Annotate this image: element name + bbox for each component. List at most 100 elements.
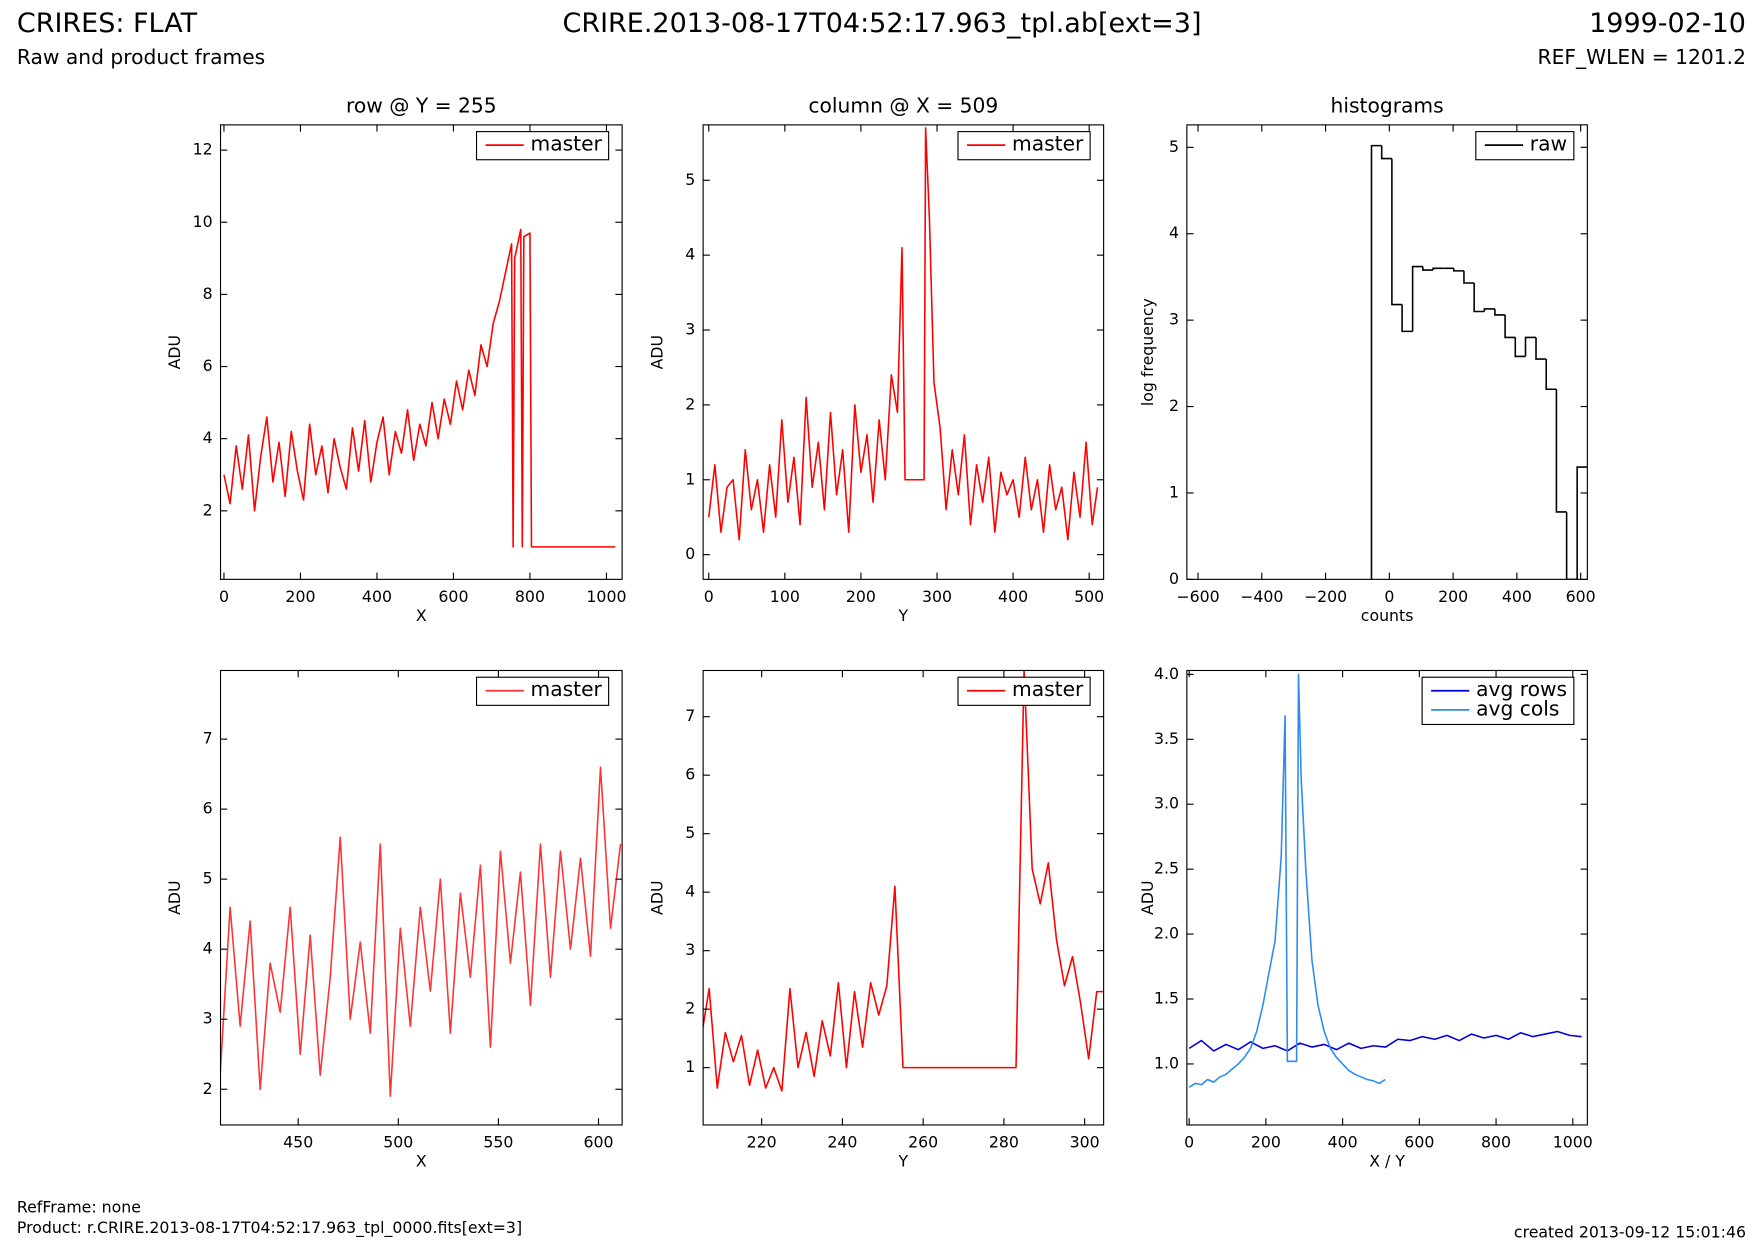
y-tick-label: 4 xyxy=(203,939,213,958)
y-axis-label: ADU xyxy=(165,881,184,915)
date: 1999-02-10 xyxy=(1589,8,1746,39)
legend: master xyxy=(475,676,610,706)
page-title: CRIRES: FLAT xyxy=(17,8,198,39)
panel-title: histograms xyxy=(1331,93,1444,117)
legend-label: master xyxy=(1012,677,1084,701)
y-tick-label: 2 xyxy=(685,394,695,413)
y-tick-label: 1 xyxy=(685,1057,695,1076)
x-tick-label: 300 xyxy=(922,587,952,606)
plot-area xyxy=(1370,144,1588,580)
x-tick-label: −600 xyxy=(1176,587,1219,606)
x-tick-label: 0 xyxy=(1184,1132,1194,1151)
histogram-step xyxy=(1483,308,1495,312)
x-tick-label: 200 xyxy=(846,587,876,606)
x-tick-label: 300 xyxy=(1070,1132,1100,1151)
y-axis-label: ADU xyxy=(648,335,667,369)
histogram-step xyxy=(1576,466,1588,580)
panel-frame xyxy=(1186,124,1588,580)
histogram-step xyxy=(1565,511,1578,580)
x-tick-label: 400 xyxy=(362,587,392,606)
histogram-step xyxy=(1452,268,1464,272)
panel-frame xyxy=(1186,669,1588,1126)
y-tick-label: 5 xyxy=(685,170,695,189)
legend-label: avg rows xyxy=(1476,677,1567,701)
y-tick-label: 3 xyxy=(1169,310,1179,329)
panel-title: column @ X = 509 xyxy=(808,93,998,117)
histogram-step xyxy=(1494,308,1506,316)
histogram-step xyxy=(1391,158,1403,306)
y-tick-label: 3 xyxy=(685,320,695,339)
plot-area xyxy=(707,127,1099,541)
x-tick-label: 200 xyxy=(1438,587,1468,606)
legend-box xyxy=(1421,676,1575,726)
y-tick-label: 4 xyxy=(1169,223,1179,242)
y-tick-label: 2.5 xyxy=(1154,859,1179,878)
y-tick-label: 4 xyxy=(685,882,695,901)
histogram-step xyxy=(1411,265,1423,332)
data-line xyxy=(1188,673,1386,1088)
legend-label: avg cols xyxy=(1476,696,1559,720)
y-tick-label: 2 xyxy=(1169,396,1179,415)
plot-area xyxy=(223,228,616,548)
x-tick-label: 600 xyxy=(583,1132,613,1151)
panel-frame xyxy=(219,124,623,580)
y-axis-label: ADU xyxy=(648,881,667,915)
y-axis-label: ADU xyxy=(1138,881,1157,915)
histogram-step xyxy=(1422,266,1434,271)
data-line xyxy=(703,670,1104,1092)
y-tick-label: 12 xyxy=(193,140,213,159)
y-tick-label: 8 xyxy=(203,284,213,303)
y-tick-label: 5 xyxy=(203,869,213,888)
legend-label: master xyxy=(531,132,603,156)
histogram-step xyxy=(1514,337,1526,358)
y-tick-label: 1 xyxy=(685,469,695,488)
x-tick-label: 0 xyxy=(1384,587,1394,606)
subtitle: Raw and product frames xyxy=(17,45,265,69)
x-tick-label: 400 xyxy=(998,587,1028,606)
y-tick-label: 1 xyxy=(1169,482,1179,501)
x-tick-label: −200 xyxy=(1304,587,1347,606)
created: created 2013-09-12 15:01:46 xyxy=(1514,1222,1746,1241)
panel-frame xyxy=(219,669,623,1126)
x-axis-label: X xyxy=(416,1152,427,1171)
data-line xyxy=(223,228,616,548)
y-tick-label: 0 xyxy=(685,544,695,563)
histogram-step xyxy=(1473,282,1485,313)
x-tick-label: 800 xyxy=(1481,1132,1511,1151)
x-tick-label: 280 xyxy=(989,1132,1019,1151)
y-tick-label: 2.0 xyxy=(1154,924,1179,943)
y-tick-label: 5 xyxy=(1169,137,1179,156)
y-tick-label: 2 xyxy=(203,1079,213,1098)
x-tick-label: 600 xyxy=(438,587,468,606)
y-tick-label: 1.5 xyxy=(1154,989,1179,1008)
data-line xyxy=(1188,1030,1582,1052)
x-axis-label: Y xyxy=(898,1152,909,1171)
y-tick-label: 5 xyxy=(685,823,695,842)
panel-frame xyxy=(702,124,1105,580)
y-tick-label: 10 xyxy=(193,212,213,231)
histogram-step xyxy=(1370,144,1382,580)
histogram-step xyxy=(1380,145,1392,160)
y-axis-label: ADU xyxy=(165,335,184,369)
y-tick-label: 6 xyxy=(203,799,213,818)
x-tick-label: 400 xyxy=(1328,1132,1358,1151)
y-tick-label: 6 xyxy=(203,356,213,375)
histogram-step xyxy=(1504,314,1516,339)
x-tick-label: 200 xyxy=(285,587,315,606)
x-tick-label: 500 xyxy=(383,1132,413,1151)
legend-label: master xyxy=(1012,132,1084,156)
histogram-step xyxy=(1524,336,1537,357)
x-tick-label: 400 xyxy=(1502,587,1532,606)
histogram-step xyxy=(1535,337,1547,360)
y-tick-label: 3.5 xyxy=(1154,729,1179,748)
legend: master xyxy=(475,131,610,161)
x-tick-label: 500 xyxy=(1074,587,1104,606)
y-tick-label: 7 xyxy=(203,729,213,748)
x-tick-label: 600 xyxy=(1566,587,1596,606)
x-tick-label: 1000 xyxy=(586,587,626,606)
x-axis-label: X / Y xyxy=(1369,1152,1405,1171)
x-tick-label: 600 xyxy=(1404,1132,1434,1151)
y-tick-label: 2 xyxy=(685,999,695,1018)
